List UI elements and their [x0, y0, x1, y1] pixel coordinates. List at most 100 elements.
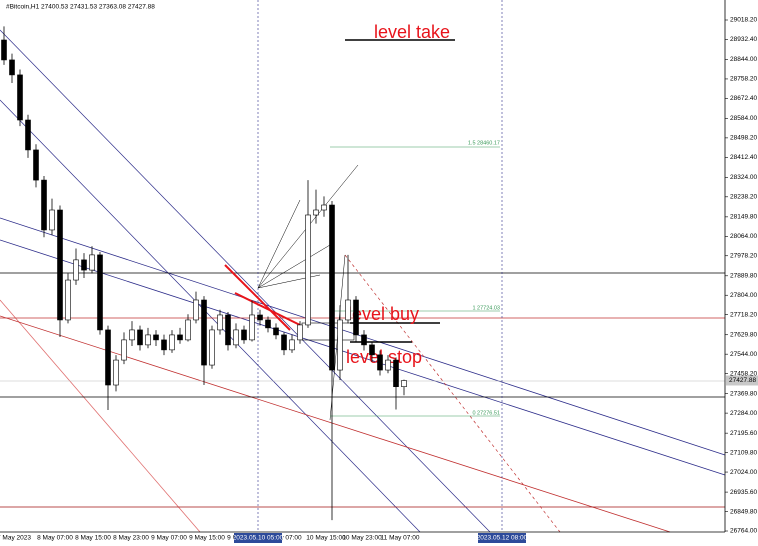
candle-body: [201, 299, 207, 366]
y-tick-label: 27195.60: [730, 430, 757, 437]
candle-body: [401, 380, 407, 388]
y-tick-label: 27369.80: [730, 390, 757, 397]
candle-body: [153, 334, 159, 341]
candle-body: [377, 354, 383, 371]
annotation: level take: [374, 22, 450, 42]
fib-label: 1.5 28460.17: [468, 140, 500, 146]
y-tick-label: 27458.20: [730, 370, 757, 377]
y-tick-label: 26849.80: [730, 508, 757, 515]
y-tick-label: 28412.40: [730, 154, 757, 161]
candle-body: [65, 279, 71, 321]
y-tick-label: 28844.00: [730, 56, 757, 63]
candle-body: [345, 299, 351, 321]
x-tick-label: 10 May 23:00: [342, 535, 382, 542]
candle-body: [73, 259, 79, 281]
current-price-box: [726, 375, 758, 386]
y-tick-label: 28149.80: [730, 214, 757, 221]
candle-body: [273, 327, 279, 336]
y-tick-label: 29018.20: [730, 17, 757, 24]
candle-body: [17, 74, 23, 121]
candle-body: [385, 359, 391, 371]
candle-body: [369, 344, 375, 356]
candle-body: [169, 334, 175, 351]
x-tick-label: 7 May 2023: [0, 535, 31, 542]
candle-body: [225, 314, 231, 346]
candle-body: [113, 359, 119, 386]
candle-body: [81, 259, 87, 271]
y-tick-label: 28064.00: [730, 233, 757, 240]
candle-body: [265, 319, 271, 329]
x-tick-label: 11 May 07:00: [381, 535, 420, 542]
x-tick-label: 8 May 23:00: [113, 535, 149, 542]
y-tick-label: 28672.40: [730, 95, 757, 102]
y-tick-label: 28498.20: [730, 135, 757, 142]
fib-label: 0 27276.51: [472, 410, 500, 416]
candle-body: [305, 214, 311, 326]
candle-body: [97, 254, 103, 331]
crosshair-label: 2023.05.10 05:00: [233, 535, 284, 542]
y-tick-label: 28758.20: [730, 76, 757, 83]
crosshair-box: [478, 533, 526, 543]
y-tick-label: 27109.80: [730, 449, 757, 456]
candle-body: [105, 329, 111, 386]
chart-title: #Bitcoin,H1 27400.53 27431.53 27363.08 2…: [6, 4, 155, 11]
x-tick-label: 9 May 15:00: [189, 535, 225, 542]
y-tick-label: 28324.00: [730, 174, 757, 181]
candle-body: [41, 179, 47, 231]
candle-body: [25, 119, 31, 151]
candle-body: [185, 319, 191, 341]
fib-label: 1 27724.03: [472, 305, 500, 311]
candle-body: [353, 299, 359, 336]
candle-body: [361, 334, 367, 346]
y-tick-label: 27284.00: [730, 410, 757, 417]
y-tick-label: 27629.80: [730, 331, 757, 338]
candle-body: [161, 339, 167, 351]
x-tick-label: y 07:00: [280, 535, 302, 542]
x-tick-label: 10 May 15:00: [306, 535, 346, 542]
y-tick-label: 27978.20: [730, 252, 757, 259]
y-tick-label: 28584.00: [730, 115, 757, 122]
candle-body: [9, 59, 15, 76]
candle-body: [289, 339, 295, 351]
y-tick-label: 28238.20: [730, 194, 757, 201]
y-tick-label: 27024.00: [730, 469, 757, 476]
candle-body: [121, 339, 127, 361]
y-tick-label: 28932.40: [730, 36, 757, 43]
candle-body: [193, 299, 199, 321]
candle-body: [145, 334, 151, 346]
y-tick-label: 27718.20: [730, 311, 757, 318]
x-tick-label: 9 May 07:00: [151, 535, 187, 542]
candle-body: [209, 329, 215, 366]
candle-body: [137, 329, 143, 346]
candle-body: [281, 334, 287, 351]
annotation: level buy: [348, 304, 419, 324]
candle-body: [393, 359, 399, 388]
x-tick-label: 8 May 15:00: [75, 535, 111, 542]
current-price-label: 27427.88: [729, 377, 756, 384]
y-tick-label: 27544.00: [730, 351, 757, 358]
annotation: level stop: [346, 347, 422, 367]
candle-body: [57, 209, 63, 321]
candle-body: [297, 324, 303, 341]
candle-body: [329, 204, 335, 371]
candle-body: [321, 204, 327, 211]
y-tick-label: 26935.60: [730, 489, 757, 496]
candle-body: [33, 149, 39, 181]
crosshair-label: 2023.05.12 08:00: [477, 535, 528, 542]
candle-body: [217, 314, 223, 331]
crosshair-box: [234, 533, 282, 543]
candle-body: [257, 314, 263, 321]
candle-body: [249, 314, 255, 341]
candle-body: [1, 39, 7, 61]
candle-body: [49, 209, 55, 231]
candle-body: [129, 329, 135, 341]
y-tick-label: 26764.00: [730, 528, 757, 535]
candle-body: [241, 329, 247, 341]
candle-body: [337, 319, 343, 371]
y-tick-label: 27889.80: [730, 273, 757, 280]
y-tick-label: 27804.00: [730, 292, 757, 299]
x-tick-label: 8 May 07:00: [37, 535, 73, 542]
candle-body: [177, 334, 183, 341]
candle-body: [233, 329, 239, 346]
